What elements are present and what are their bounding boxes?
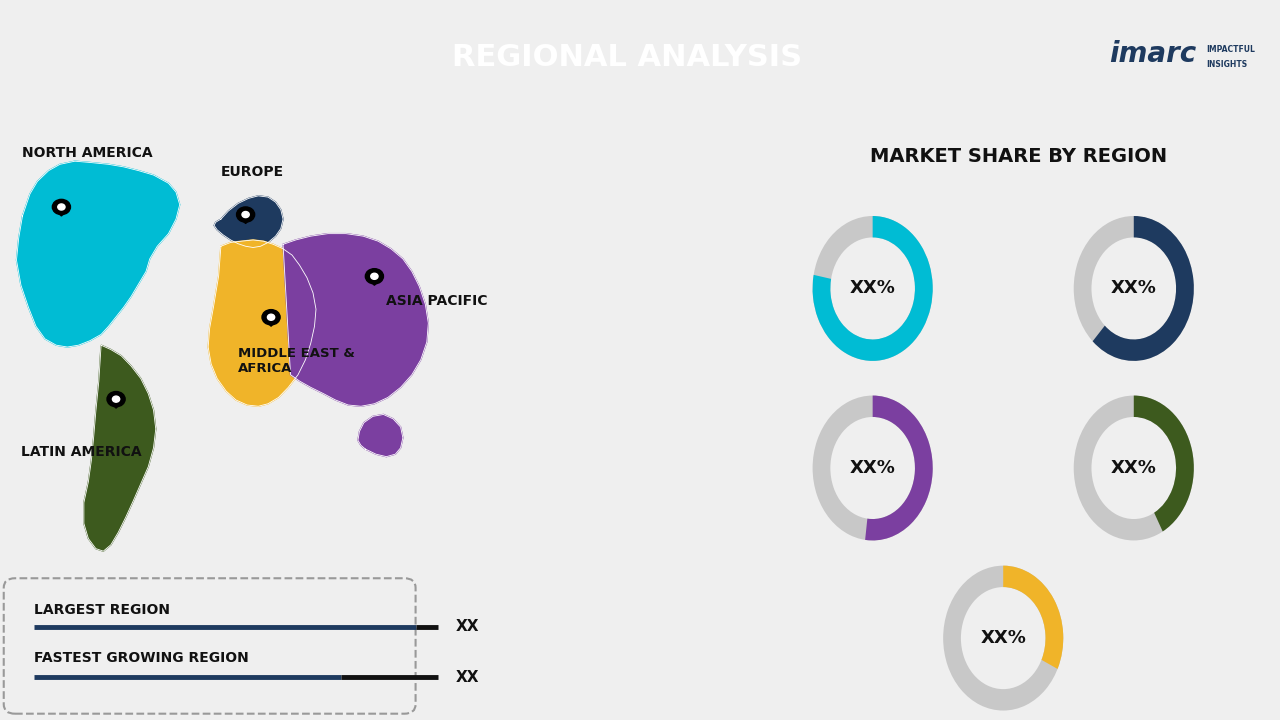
Circle shape [242,212,250,217]
Polygon shape [54,207,69,216]
Text: ASIA PACIFIC: ASIA PACIFIC [385,294,488,308]
Polygon shape [358,415,403,456]
Wedge shape [1134,395,1194,531]
Text: REGIONAL ANALYSIS: REGIONAL ANALYSIS [452,43,803,72]
Text: NORTH AMERICA: NORTH AMERICA [23,146,154,160]
Text: INSIGHTS: INSIGHTS [1206,60,1247,68]
Text: XX: XX [456,619,479,634]
Text: MIDDLE EAST &
AFRICA: MIDDLE EAST & AFRICA [238,347,355,375]
Wedge shape [943,566,1064,711]
Wedge shape [1004,566,1064,669]
Wedge shape [1093,216,1194,361]
Circle shape [268,314,275,320]
FancyBboxPatch shape [4,578,416,714]
Text: EUROPE: EUROPE [221,165,284,179]
Text: FASTEST GROWING REGION: FASTEST GROWING REGION [33,652,248,665]
Polygon shape [238,215,253,223]
Text: XX%: XX% [980,629,1027,647]
Circle shape [365,269,384,284]
Text: XX%: XX% [850,459,896,477]
Polygon shape [209,240,316,406]
Circle shape [262,310,280,325]
Polygon shape [84,345,156,552]
Circle shape [52,199,70,215]
Text: XX%: XX% [1111,459,1157,477]
Polygon shape [283,233,429,406]
Text: IMPACTFUL: IMPACTFUL [1206,45,1254,54]
Circle shape [113,396,120,402]
Text: XX%: XX% [850,279,896,297]
Polygon shape [214,196,283,248]
Wedge shape [865,395,933,541]
Text: LATIN AMERICA: LATIN AMERICA [20,445,142,459]
Text: MARKET SHARE BY REGION: MARKET SHARE BY REGION [870,147,1167,166]
Circle shape [237,207,255,222]
Wedge shape [1074,216,1194,361]
Wedge shape [813,216,933,361]
Circle shape [58,204,65,210]
Text: XX: XX [456,670,479,685]
Wedge shape [813,395,933,541]
Circle shape [108,392,125,407]
Text: LARGEST REGION: LARGEST REGION [33,603,170,617]
Text: imarc: imarc [1110,40,1197,68]
Wedge shape [1074,395,1194,541]
Wedge shape [813,216,933,361]
Polygon shape [366,276,383,285]
Polygon shape [17,161,179,347]
Circle shape [371,274,378,279]
Text: XX%: XX% [1111,279,1157,297]
Polygon shape [264,318,279,326]
Polygon shape [109,399,124,408]
